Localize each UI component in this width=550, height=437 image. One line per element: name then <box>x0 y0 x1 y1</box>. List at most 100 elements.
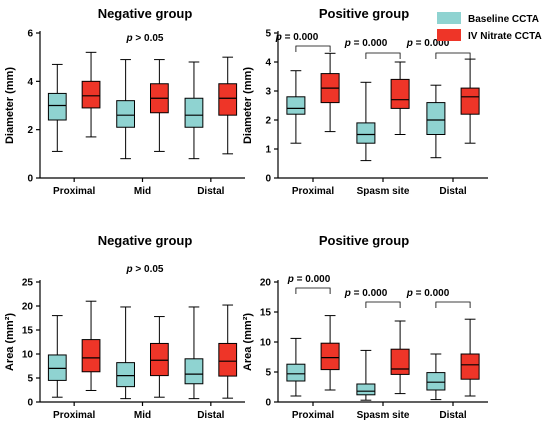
x-category-label: Distal <box>197 410 224 421</box>
box-iqr <box>47 354 67 381</box>
y-tick-label: 20 <box>22 302 34 313</box>
box-nitrate <box>149 316 169 398</box>
y-axis-label: Diameter (mm) <box>242 67 254 144</box>
p-value-annotation: p = 0.000 <box>287 274 331 285</box>
legend-swatch <box>437 29 461 41</box>
legend-label: IV Nitrate CCTA <box>468 31 542 42</box>
significance-bracket <box>435 52 471 59</box>
box-baseline <box>426 353 446 401</box>
significance-bracket <box>295 45 331 52</box>
y-tick-label: 0 <box>265 398 271 409</box>
box-baseline <box>47 63 67 152</box>
box-iqr <box>184 358 204 385</box>
box-iqr <box>47 92 67 121</box>
box-iqr <box>426 102 446 135</box>
box-baseline <box>426 84 446 159</box>
box-iqr <box>320 342 340 371</box>
y-tick-label: 10 <box>22 350 34 361</box>
y-tick-label: 3 <box>265 87 271 98</box>
significance-bracket <box>365 52 401 59</box>
x-category-label: Distal <box>439 186 466 197</box>
y-axis-label: Area (mm²) <box>4 313 16 371</box>
box-nitrate <box>218 304 238 399</box>
box-baseline <box>184 61 204 160</box>
y-axis-label: Diameter (mm) <box>4 67 16 144</box>
panel-4: Positive group Area (mm²) 0 5 10 15 20 Proximal… <box>242 233 488 421</box>
chart-title: Negative group <box>98 233 193 248</box>
box-nitrate <box>81 51 101 138</box>
box-nitrate <box>390 61 410 135</box>
y-tick-label: 20 <box>260 278 272 289</box>
panel-2: Positive group Diameter (mm) 0 1 2 3 4 5 Proxima… <box>242 6 488 197</box>
chart-title: Negative group <box>98 6 193 21</box>
box-nitrate <box>320 315 340 391</box>
y-tick-label: 15 <box>260 308 272 319</box>
significance-bracket <box>365 301 401 308</box>
p-value-annotation: p = 0.000 <box>275 32 319 43</box>
y-tick-label: 25 <box>22 278 34 289</box>
box-iqr <box>390 348 410 375</box>
box-baseline <box>47 315 67 398</box>
p-value-annotation: p = 0.000 <box>344 288 388 299</box>
box-iqr <box>460 87 480 115</box>
x-category-label: Distal <box>439 410 466 421</box>
box-iqr <box>81 339 101 373</box>
box-baseline <box>356 349 376 401</box>
y-tick-label: 10 <box>260 338 272 349</box>
box-baseline <box>184 306 204 400</box>
box-iqr <box>460 353 480 380</box>
box-iqr <box>426 372 446 391</box>
box-nitrate <box>460 58 480 144</box>
box-nitrate <box>218 56 238 155</box>
y-tick-label: 4 <box>265 58 271 69</box>
chart-title: Positive group <box>319 6 409 21</box>
p-value-annotation: p = 0.000 <box>406 288 450 299</box>
x-category-label: Proximal <box>53 410 95 421</box>
x-category-label: Mid <box>134 410 151 421</box>
legend-label: Baseline CCTA <box>468 14 539 25</box>
box-baseline <box>116 59 136 160</box>
x-category-label: Spasm site <box>357 186 410 197</box>
box-iqr <box>286 96 306 115</box>
box-iqr <box>356 383 376 396</box>
x-category-label: Distal <box>197 186 224 197</box>
p-value-annotation: p = 0.000 <box>344 38 388 49</box>
box-baseline <box>286 70 306 144</box>
box-nitrate <box>81 300 101 391</box>
y-axis-label: Area (mm²) <box>242 313 254 371</box>
y-tick-label: 15 <box>22 326 34 337</box>
legend: Baseline CCTA IV Nitrate CCTA <box>437 12 542 42</box>
x-category-label: Mid <box>134 186 151 197</box>
p-value-annotation: p > 0.05 <box>126 264 164 275</box>
p-value-annotation: p > 0.05 <box>126 33 164 44</box>
box-iqr <box>356 122 376 144</box>
box-iqr <box>116 100 136 128</box>
y-tick-label: 1 <box>265 145 271 156</box>
y-tick-label: 2 <box>27 125 33 136</box>
x-category-label: Proximal <box>53 186 95 197</box>
p-value-annotation: p = 0.000 <box>406 38 450 49</box>
x-category-label: Proximal <box>292 410 334 421</box>
box-baseline <box>116 306 136 400</box>
box-iqr <box>81 80 101 109</box>
y-tick-label: 0 <box>265 174 271 185</box>
box-baseline <box>356 81 376 162</box>
y-tick-label: 2 <box>265 116 271 127</box>
chart-title: Positive group <box>319 233 409 248</box>
y-tick-label: 0 <box>27 174 33 185</box>
y-tick-label: 5 <box>27 374 33 385</box>
panel-1: Negative group Diameter (mm) 0 2 4 6 Proximal M… <box>4 6 245 197</box>
y-tick-label: 5 <box>265 29 271 40</box>
box-iqr <box>149 342 169 377</box>
box-iqr <box>184 97 204 128</box>
y-tick-label: 6 <box>27 29 33 40</box>
box-nitrate <box>149 59 169 152</box>
panel-3: Negative group Area (mm²) 0 5 10 15 20 25 Proxim… <box>4 233 245 421</box>
y-tick-label: 0 <box>27 398 33 409</box>
box-baseline <box>286 337 306 397</box>
box-iqr <box>390 78 410 109</box>
y-tick-label: 4 <box>27 77 33 88</box>
legend-swatch <box>437 12 461 24</box>
box-iqr <box>218 342 238 377</box>
box-nitrate <box>320 52 340 133</box>
